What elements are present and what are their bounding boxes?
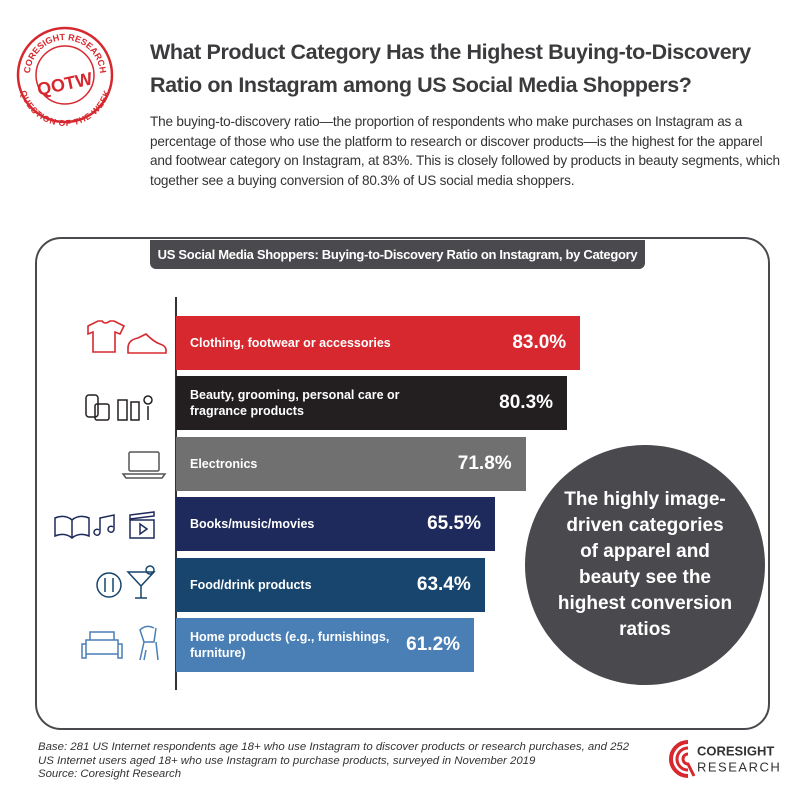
callout: The highly image-driven categories of ap… bbox=[525, 445, 765, 685]
value-label: 63.4% bbox=[416, 573, 471, 595]
footnote: Base: 281 US Internet respondents age 18… bbox=[38, 741, 630, 767]
value-label: 71.8% bbox=[457, 452, 512, 474]
bar-label: Food/drink products bbox=[190, 577, 312, 592]
logo bbox=[669, 740, 696, 778]
bar: Food/drink products 63.4% bbox=[176, 557, 485, 612]
bar: Home products (e.g., furnishings, furnit… bbox=[176, 618, 475, 672]
bar: Clothing, footwear or accessories 83.0% bbox=[176, 316, 581, 370]
bar-label: Home products (e.g., furnishings, furnit… bbox=[190, 630, 390, 660]
bar: Electronics 71.8% bbox=[176, 436, 526, 491]
chart-panel bbox=[35, 237, 770, 730]
stamp-top-text: CORESIGHT RESEARCH bbox=[22, 32, 108, 74]
bar-label: Books/music/movies bbox=[190, 517, 315, 532]
source: Source: Coresight Research bbox=[38, 768, 182, 780]
bar-label: Electronics bbox=[190, 456, 258, 471]
stamp-center: QOTW bbox=[35, 68, 94, 99]
axis-line bbox=[175, 297, 177, 690]
logo-top: CORESIGHT bbox=[697, 743, 774, 758]
bar: Beauty, grooming, personal care or fragr… bbox=[176, 376, 568, 431]
title: What Product Category Has the Highest Bu… bbox=[150, 40, 751, 97]
callout-text: The highly image-driven categories of ap… bbox=[557, 489, 733, 640]
bar-label: Beauty, grooming, personal care or fragr… bbox=[190, 388, 400, 419]
value-label: 83.0% bbox=[512, 332, 567, 353]
value-label: 80.3% bbox=[499, 392, 554, 414]
bar-label: Clothing, footwear or accessories bbox=[190, 336, 391, 350]
stamp bbox=[16, 26, 114, 124]
value-label: 61.2% bbox=[406, 634, 461, 655]
logo-bottom: RESEARCH bbox=[697, 759, 781, 774]
bar: Books/music/movies 65.5% bbox=[176, 497, 495, 552]
stamp-top: CORESIGHT RESEARCH bbox=[22, 32, 108, 74]
stamp-bottom-text: QUESTION OF THE WEEK bbox=[18, 88, 112, 128]
value-label: 65.5% bbox=[427, 513, 481, 535]
subtitle: The buying-to-discovery ratio—the propor… bbox=[150, 114, 780, 188]
stamp-bottom: QUESTION OF THE WEEK bbox=[18, 88, 112, 128]
chart-title: US Social Media Shoppers: Buying-to-Disc… bbox=[150, 240, 645, 269]
